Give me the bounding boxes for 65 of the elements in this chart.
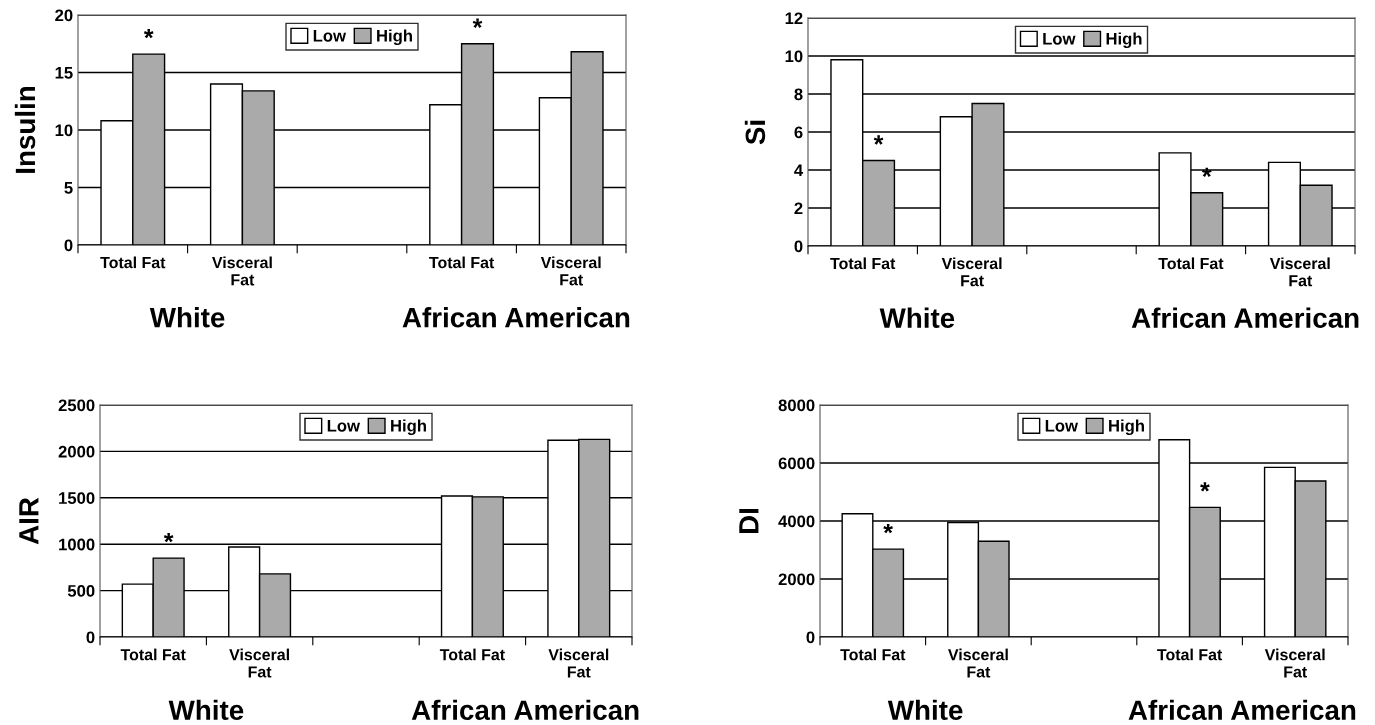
y-tick-label: 1000 xyxy=(59,538,95,551)
text: White xyxy=(879,307,955,328)
y-tick-label: 500 xyxy=(67,585,95,597)
y-tick-label: 0 xyxy=(86,631,95,644)
x-tick-label: Total Fat xyxy=(1158,257,1224,270)
data-label: * xyxy=(873,135,884,145)
data-label: * xyxy=(472,18,483,28)
y-tick-label: 2000 xyxy=(778,573,815,586)
x-tick-label: Visceral Fat xyxy=(540,256,601,286)
y-tick-label: 2 xyxy=(794,202,803,215)
legend-label: Low xyxy=(1043,33,1076,45)
y-tick-label: 6 xyxy=(794,126,803,139)
x-tick-label: Visceral Fat xyxy=(1264,648,1325,678)
legend-label: Low xyxy=(327,420,361,432)
y-tick-label: 20 xyxy=(55,9,73,22)
x-tick-label: Total Fat xyxy=(840,648,906,661)
x-tick-label: Total Fat xyxy=(1157,648,1223,661)
legend-label: High xyxy=(377,29,412,46)
y-tick-label: 2000 xyxy=(58,445,95,458)
y-tick-label: 2500 xyxy=(58,399,95,412)
y-tick-label: 0 xyxy=(806,631,815,644)
y-tick-label: 8000 xyxy=(778,399,815,412)
x-tick-label: Total Fat xyxy=(830,257,896,270)
x-tick-label: Total Fat xyxy=(100,256,166,269)
text: African American xyxy=(411,699,639,721)
legend-label: Low xyxy=(1045,420,1079,432)
x-tick-label: Total Fat xyxy=(439,648,505,661)
data-label: * xyxy=(143,28,154,39)
text: White xyxy=(887,699,963,721)
y-tick-label: 4 xyxy=(794,164,804,177)
y-axis-title: Insulin xyxy=(14,86,36,173)
y-tick-label: 0 xyxy=(64,239,73,252)
text: White xyxy=(168,699,244,721)
x-tick-label: Total Fat xyxy=(120,648,186,661)
y-tick-label: 10 xyxy=(785,50,803,63)
y-tick-label: 8 xyxy=(794,88,803,101)
y-tick-label: 5 xyxy=(64,182,73,194)
legend-label: High xyxy=(1109,419,1144,436)
data-label: * xyxy=(1200,482,1210,492)
data-label: * xyxy=(883,523,893,534)
x-tick-label: Visceral Fat xyxy=(948,648,1008,678)
text: African American xyxy=(1128,699,1356,721)
x-tick-label: Visceral Fat xyxy=(548,648,609,678)
x-tick-label: Total Fat xyxy=(429,256,495,269)
legend-label: High xyxy=(1106,32,1142,49)
y-tick-label: 10 xyxy=(55,124,73,137)
y-tick-label: 1500 xyxy=(59,492,95,504)
x-tick-label: Visceral Fat xyxy=(229,648,289,678)
y-axis-title: Si xyxy=(744,120,766,145)
x-tick-label: Visceral Fat xyxy=(1269,257,1330,287)
y-tick-label: 12 xyxy=(785,12,803,25)
x-tick-label: Visceral Fat xyxy=(941,257,1002,287)
y-tick-label: 15 xyxy=(55,67,73,79)
y-tick-label: 6000 xyxy=(778,457,815,470)
data-label: * xyxy=(163,532,174,543)
text: White xyxy=(149,307,225,328)
y-axis-title: AIR xyxy=(19,497,39,545)
y-tick-label: 0 xyxy=(794,240,803,253)
legend-label: Low xyxy=(313,30,347,42)
text: African American xyxy=(1131,307,1359,328)
y-tick-label: 4000 xyxy=(778,515,815,528)
x-tick-label: Visceral Fat xyxy=(212,256,272,286)
y-axis-title: DI xyxy=(739,508,759,534)
legend-label: High xyxy=(391,419,426,436)
text: African American xyxy=(402,307,630,328)
